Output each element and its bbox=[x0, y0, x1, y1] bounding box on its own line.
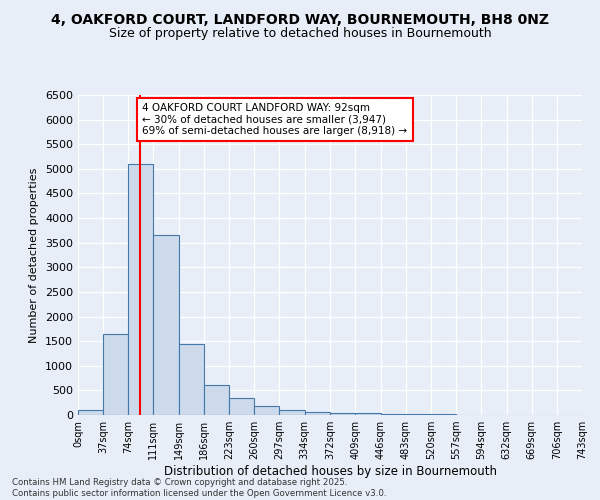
Bar bbox=[305, 412, 331, 415]
Bar bbox=[254, 406, 280, 415]
Bar bbox=[128, 164, 153, 415]
Text: Contains HM Land Registry data © Crown copyright and database right 2025.
Contai: Contains HM Land Registry data © Crown c… bbox=[12, 478, 386, 498]
Text: Size of property relative to detached houses in Bournemouth: Size of property relative to detached ho… bbox=[109, 28, 491, 40]
Bar bbox=[103, 334, 128, 415]
Bar bbox=[406, 414, 431, 415]
Bar bbox=[380, 414, 406, 415]
Text: 4, OAKFORD COURT, LANDFORD WAY, BOURNEMOUTH, BH8 0NZ: 4, OAKFORD COURT, LANDFORD WAY, BOURNEMO… bbox=[51, 12, 549, 26]
Bar bbox=[229, 398, 254, 415]
Bar bbox=[355, 414, 380, 415]
X-axis label: Distribution of detached houses by size in Bournemouth: Distribution of detached houses by size … bbox=[163, 465, 497, 478]
Bar bbox=[280, 410, 305, 415]
Bar bbox=[331, 412, 355, 415]
Text: 4 OAKFORD COURT LANDFORD WAY: 92sqm
← 30% of detached houses are smaller (3,947): 4 OAKFORD COURT LANDFORD WAY: 92sqm ← 30… bbox=[142, 103, 407, 136]
Bar bbox=[179, 344, 204, 415]
Bar bbox=[78, 410, 103, 415]
Bar bbox=[204, 386, 229, 415]
Bar bbox=[153, 236, 179, 415]
Bar bbox=[431, 414, 456, 415]
Y-axis label: Number of detached properties: Number of detached properties bbox=[29, 168, 40, 342]
